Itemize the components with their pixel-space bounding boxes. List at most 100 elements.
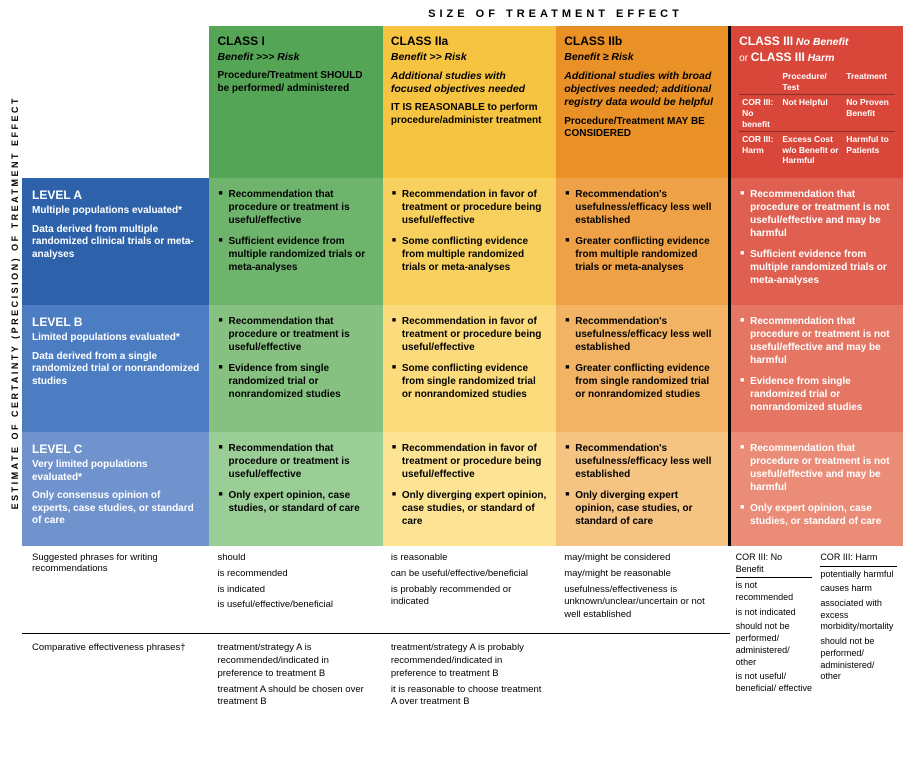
footer-phrase: is not recommended — [736, 580, 813, 603]
cell-b-c3: Recommendation that procedure or treatme… — [730, 305, 903, 432]
class3-title-a: CLASS III — [739, 34, 793, 48]
header-class-2a: CLASS IIa Benefit >> Risk Additional stu… — [383, 26, 556, 178]
cell-bullet: Evidence from single randomized trial or… — [740, 375, 894, 414]
footer-phrase: is not useful/ beneficial/ effective — [736, 671, 813, 694]
cell-bullet: Recommendation that procedure or treatme… — [740, 188, 894, 240]
class1-relation: Benefit >>> Risk — [217, 51, 374, 64]
row-level-b: LEVEL B Limited populations evaluated* D… — [22, 305, 903, 432]
cell-bullet: Recommendation's usefulness/efficacy les… — [565, 188, 719, 227]
level-b-desc: Data derived from a single randomized tr… — [32, 351, 199, 389]
footer-comparative-c1: treatment/strategy A is recommended/indi… — [209, 634, 382, 721]
class2a-body: IT IS REASONABLE to perform procedure/ad… — [391, 102, 548, 127]
footer-c3-nobenefit: COR III: No Benefit is not recommended is… — [736, 552, 813, 698]
footer-phrase: is indicated — [217, 584, 374, 597]
cell-c-c1: Recommendation that procedure or treatme… — [209, 432, 382, 546]
level-a-sub: Multiple populations evaluated* — [32, 205, 199, 218]
cell-bullet: Recommendation in favor of treatment or … — [392, 315, 547, 354]
class2b-relation: Benefit ≥ Risk — [564, 51, 720, 64]
footer-phrases-label: Suggested phrases for writing recommenda… — [22, 546, 209, 634]
footer-phrase: may/might be reasonable — [564, 568, 721, 581]
footer-phrase: should not be performed/ administered/ o… — [736, 621, 813, 668]
level-c-sub: Very limited populations evaluated* — [32, 459, 199, 484]
footer-phrase: treatment/strategy A is recommended/indi… — [217, 642, 374, 680]
class3-or: or — [739, 53, 748, 64]
class3-suffix-b: Harm — [808, 52, 835, 64]
cell-a-c2b: Recommendation's usefulness/efficacy les… — [556, 178, 729, 305]
level-c-title: LEVEL C — [32, 442, 199, 457]
class3-title-line2: or CLASS III Harm — [739, 50, 895, 66]
cell-c-c2a: Recommendation in favor of treatment or … — [383, 432, 556, 546]
cell-bullet: Recommendation that procedure or treatme… — [740, 442, 894, 494]
c3-sub-proc-hdr: Procedure/ Test — [779, 69, 843, 95]
footer-phrase: potentially harmful — [820, 569, 897, 581]
footer-c3: COR III: No Benefit is not recommended is… — [730, 546, 903, 720]
cell-bullet: Sufficient evidence from multiple random… — [218, 235, 373, 274]
footer-phrase: may/might be considered — [564, 552, 721, 565]
footer-comparative-label: Comparative effectiveness phrases† — [22, 634, 209, 721]
c3-sub-r1-treat: No Proven Benefit — [843, 95, 895, 132]
corner-empty — [22, 26, 209, 178]
cell-bullet: Recommendation's usefulness/efficacy les… — [565, 442, 719, 481]
c3-sub-r1-label: COR III: No benefit — [739, 95, 779, 132]
level-a-desc: Data derived from multiple randomized cl… — [32, 224, 199, 262]
cell-bullet: Recommendation's usefulness/efficacy les… — [565, 315, 719, 354]
footer-phrase: is recommended — [217, 568, 374, 581]
class3-title-line1: CLASS III No Benefit — [739, 34, 895, 50]
cell-a-c1: Recommendation that procedure or treatme… — [209, 178, 382, 305]
c3-sub-treat-hdr: Treatment — [843, 69, 895, 95]
cell-b-c2a: Recommendation in favor of treatment or … — [383, 305, 556, 432]
label-level-c: LEVEL C Very limited populations evaluat… — [22, 432, 209, 546]
cell-bullet: Some conflicting evidence from multiple … — [392, 235, 547, 274]
row-footer-phrases: Suggested phrases for writing recommenda… — [22, 546, 903, 634]
footer-c3-nb-hdr: COR III: No Benefit — [736, 552, 813, 578]
cell-bullet: Some conflicting evidence from single ra… — [392, 362, 547, 401]
class1-title: CLASS I — [217, 34, 374, 49]
axis-top-title: SIZE OF TREATMENT EFFECT — [8, 8, 903, 20]
footer-phrase: treatment/strategy A is probably recomme… — [391, 642, 548, 680]
cell-a-c3: Recommendation that procedure or treatme… — [730, 178, 903, 305]
header-class-3: CLASS III No Benefit or CLASS III Harm P… — [730, 26, 903, 178]
footer-phrase: associated with excess morbidity/mortali… — [820, 598, 897, 633]
class1-body: Procedure/Treatment SHOULD be performed/… — [217, 70, 374, 95]
cell-b-c2b: Recommendation's usefulness/efficacy les… — [556, 305, 729, 432]
class2b-extra: Additional studies with broad objectives… — [564, 70, 720, 109]
footer-comparative-c2b — [556, 634, 729, 721]
footer-phrase: can be useful/effective/beneficial — [391, 568, 548, 581]
class3-suffix-a: No Benefit — [796, 36, 849, 48]
c3-sub-r1-proc: Not Helpful — [779, 95, 843, 132]
label-level-a: LEVEL A Multiple populations evaluated* … — [22, 178, 209, 305]
c3-sub-r2-label: COR III: Harm — [739, 132, 779, 168]
row-level-a: LEVEL A Multiple populations evaluated* … — [22, 178, 903, 305]
class3-title-b: CLASS III — [751, 50, 805, 64]
cell-bullet: Recommendation that procedure or treatme… — [740, 315, 894, 367]
cell-bullet: Recommendation that procedure or treatme… — [218, 315, 373, 354]
cell-b-c1: Recommendation that procedure or treatme… — [209, 305, 382, 432]
footer-phrases-c2b: may/might be considered may/might be reas… — [556, 546, 729, 634]
footer-phrases-c2a: is reasonablecan be useful/effective/ben… — [383, 546, 556, 634]
class3-subtable: Procedure/ TestTreatment COR III: No ben… — [739, 69, 895, 168]
header-class-2b: CLASS IIb Benefit ≥ Risk Additional stud… — [556, 26, 729, 178]
footer-phrase: treatment A should be chosen over treatm… — [217, 684, 374, 710]
cell-bullet: Recommendation in favor of treatment or … — [392, 442, 547, 481]
footer-phrase: should — [217, 552, 374, 565]
level-b-title: LEVEL B — [32, 315, 199, 330]
c3-sub-r2-proc: Excess Cost w/o Benefit or Harmful — [779, 132, 843, 168]
cell-bullet: Recommendation in favor of treatment or … — [392, 188, 547, 227]
cell-bullet: Evidence from single randomized trial or… — [218, 362, 373, 401]
cell-bullet: Only expert opinion, case studies, or st… — [740, 502, 894, 528]
level-c-desc: Only consensus opinion of experts, case … — [32, 490, 199, 528]
footer-comparative-c2a: treatment/strategy A is probably recomme… — [383, 634, 556, 721]
cell-bullet: Recommendation that procedure or treatme… — [218, 442, 373, 481]
cell-bullet: Recommendation that procedure or treatme… — [218, 188, 373, 227]
class2a-extra: Additional studies with focused objectiv… — [391, 70, 548, 96]
cell-a-c2a: Recommendation in favor of treatment or … — [383, 178, 556, 305]
footer-phrase: is useful/effective/beneficial — [217, 599, 374, 612]
level-a-title: LEVEL A — [32, 188, 199, 203]
footer-c3-h-hdr: COR III: Harm — [820, 552, 897, 567]
footer-phrase: should not be performed/ administered/ o… — [820, 636, 897, 683]
matrix-table: CLASS I Benefit >>> Risk Procedure/Treat… — [22, 26, 903, 720]
footer-phrase: causes harm — [820, 583, 897, 595]
cell-bullet: Greater conflicting evidence from multip… — [565, 235, 719, 274]
cell-bullet: Sufficient evidence from multiple random… — [740, 248, 894, 287]
cell-bullet: Only expert opinion, case studies, or st… — [218, 489, 373, 515]
